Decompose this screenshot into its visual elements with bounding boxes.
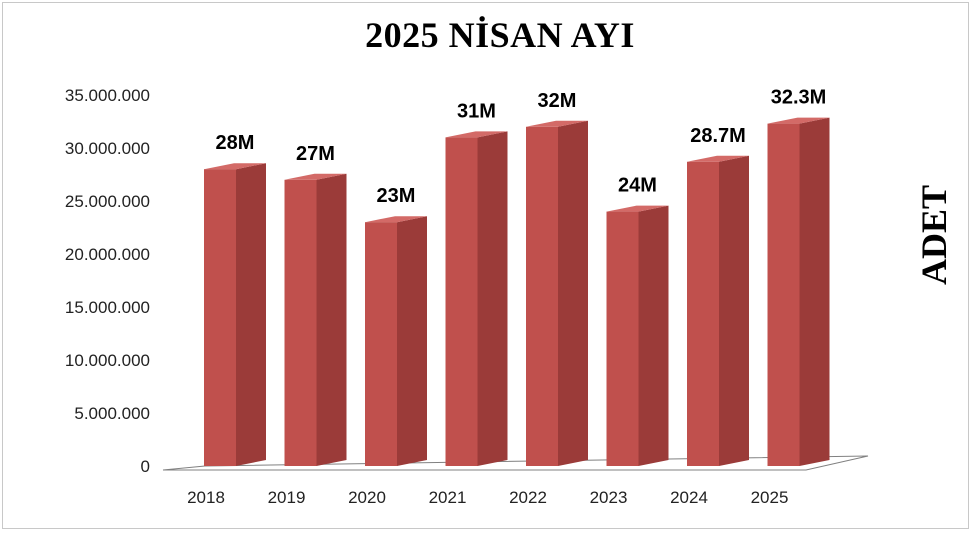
data-label: 31M	[457, 100, 496, 122]
bar-side	[477, 131, 508, 466]
y-tick-label: 30.000.000	[65, 139, 150, 158]
bar-side	[719, 155, 749, 466]
bar-side	[236, 163, 266, 466]
data-label: 32.3M	[771, 87, 827, 109]
bar-front	[284, 179, 317, 467]
x-category-label: 2023	[590, 488, 628, 507]
bar-front	[204, 169, 236, 466]
floor-plane	[162, 455, 869, 471]
bar-side	[316, 173, 347, 467]
bar-front	[365, 222, 397, 466]
data-label: 27M	[296, 143, 335, 165]
bar	[767, 117, 830, 467]
data-label: 28.7M	[690, 125, 746, 147]
bar-front	[445, 137, 478, 466]
data-label: 32M	[538, 90, 577, 112]
bar-side	[558, 120, 588, 467]
bar	[606, 205, 669, 466]
bar	[445, 131, 508, 466]
y-tick-label: 10.000.000	[65, 351, 150, 370]
bar	[526, 120, 588, 467]
data-labels: 28M 27M 23M 31M 32M 24M 28.7M 32.3M	[216, 87, 827, 208]
bar-side	[799, 117, 830, 467]
bar-front	[526, 126, 558, 467]
y-axis-title: ADET	[914, 185, 954, 285]
bar-top	[284, 173, 347, 180]
bar-top	[365, 216, 427, 223]
chart-title: 2025 NİSAN AYI	[365, 15, 635, 55]
bar-top	[687, 155, 749, 162]
bar-top	[204, 163, 266, 170]
y-tick-label: 15.000.000	[65, 298, 150, 317]
bar	[204, 163, 266, 466]
y-axis-ticks: 0 5.000.000 10.000.000 15.000.000 20.000.000…	[65, 86, 150, 476]
bar	[365, 216, 427, 466]
bar-top	[445, 131, 508, 138]
bar-side	[397, 216, 427, 466]
bar	[687, 155, 749, 466]
x-category-label: 2020	[348, 488, 386, 507]
y-tick-label: 20.000.000	[65, 245, 150, 264]
bar	[284, 173, 347, 467]
bar-side	[638, 205, 669, 466]
x-category-label: 2021	[429, 488, 467, 507]
bar-top	[526, 120, 588, 127]
bar-top	[606, 205, 669, 212]
y-tick-label: 5.000.000	[74, 404, 150, 423]
x-category-label: 2024	[670, 488, 708, 507]
data-label: 24M	[618, 175, 657, 197]
bar-top	[767, 117, 830, 124]
y-tick-label: 25.000.000	[65, 192, 150, 211]
x-category-label: 2019	[268, 488, 306, 507]
data-label: 23M	[377, 185, 416, 207]
x-category-label: 2025	[751, 488, 789, 507]
x-category-label: 2018	[187, 488, 225, 507]
bar-front	[767, 123, 800, 467]
data-label: 28M	[216, 132, 255, 154]
chart-floor	[162, 455, 869, 471]
bar-front	[687, 161, 719, 466]
x-axis-categories: 2018 2019 2020 2021 2022 2023 2024 2025	[187, 488, 788, 507]
x-category-label: 2022	[509, 488, 547, 507]
bar-front	[606, 211, 639, 466]
bars	[204, 117, 830, 467]
y-tick-label: 35.000.000	[65, 86, 150, 105]
y-tick-label: 0	[141, 457, 150, 476]
